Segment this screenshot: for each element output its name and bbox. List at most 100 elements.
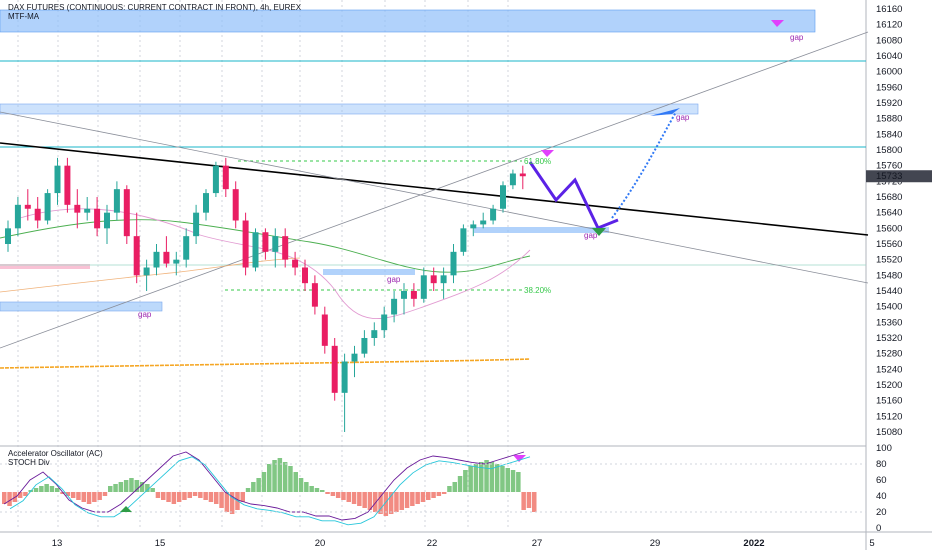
ac-bar xyxy=(516,472,521,492)
channel-line-lower xyxy=(0,111,869,284)
channel-line-upper xyxy=(0,31,869,349)
ac-bar xyxy=(532,492,537,512)
candle-body xyxy=(94,208,101,229)
ac-bar xyxy=(410,492,415,506)
ac-bar xyxy=(500,466,505,492)
ac-bar xyxy=(97,492,102,500)
candle-body xyxy=(490,208,497,221)
price-tick-label: 16000 xyxy=(876,67,902,78)
candle-body xyxy=(509,173,516,186)
candle-body xyxy=(519,173,526,177)
ac-bar xyxy=(404,492,410,508)
ac-bar xyxy=(335,492,341,498)
ac-bar xyxy=(102,492,108,496)
ac-bar xyxy=(309,486,314,492)
price-tick-label: 15520 xyxy=(876,255,902,266)
candle-body xyxy=(252,232,259,268)
time-tick-label: 13 xyxy=(52,538,63,549)
time-tick-label: 2022 xyxy=(743,538,764,549)
ac-bar xyxy=(267,464,272,492)
candle-body xyxy=(440,275,447,284)
price-tick-label: 16080 xyxy=(876,35,902,46)
downtrend-line xyxy=(0,142,869,236)
candle-body xyxy=(84,208,91,213)
candle-body xyxy=(143,267,150,276)
ac-bar xyxy=(17,492,23,498)
ac-bar xyxy=(373,492,378,512)
target-arrow-path xyxy=(611,111,677,219)
ac-bar xyxy=(505,468,510,492)
price-tick-label: 15160 xyxy=(876,396,902,407)
projection-path xyxy=(528,161,619,230)
ac-bar xyxy=(452,482,457,492)
gap-zone-top xyxy=(0,9,816,33)
candle-body xyxy=(500,185,506,209)
ac-bar xyxy=(494,464,500,492)
ac-bar xyxy=(166,492,171,502)
oscillator-subtitle: STOCH Div xyxy=(8,458,50,467)
price-tick-label: 15840 xyxy=(876,129,902,140)
ac-bar xyxy=(298,478,304,492)
gap-zone-mid xyxy=(323,269,415,275)
ac-bar xyxy=(155,492,161,498)
ac-bar xyxy=(171,492,177,504)
pink-zone xyxy=(0,264,90,269)
ac-bar xyxy=(457,476,463,492)
ma-orange xyxy=(0,358,531,369)
axes: 16160 16120 16080 16040 16000 15960 15920 15880… xyxy=(52,4,932,549)
ac-bar xyxy=(479,462,484,492)
ac-bar xyxy=(282,462,288,492)
ac-bar xyxy=(76,492,81,500)
time-tick-label: 20 xyxy=(315,538,326,549)
ac-bar xyxy=(224,492,230,512)
candle-body xyxy=(450,251,457,276)
target-arrowhead xyxy=(650,108,680,116)
ac-bar xyxy=(383,492,389,516)
gap-label: gap xyxy=(676,113,690,122)
ac-bar xyxy=(436,492,442,496)
ac-bar xyxy=(346,492,351,502)
price-tick-label: 16160 xyxy=(876,4,902,15)
price-tick-label: 15920 xyxy=(876,98,902,109)
gap-zone-left xyxy=(0,301,163,312)
ac-bar xyxy=(123,480,129,492)
green-marker xyxy=(592,228,606,236)
ac-bar xyxy=(70,492,76,498)
candle-body xyxy=(222,165,229,190)
time-tick-label: 15 xyxy=(155,538,166,549)
candle-body xyxy=(302,267,308,284)
ac-bar xyxy=(60,492,65,494)
ac-bar xyxy=(521,492,526,510)
ac-bar xyxy=(86,492,92,504)
candle-body xyxy=(272,236,279,252)
osc-tick-label: 40 xyxy=(876,491,887,502)
ac-bar xyxy=(277,458,283,492)
candle-body xyxy=(311,283,318,307)
ac-bar xyxy=(510,470,516,492)
stoch-k xyxy=(3,451,525,521)
ma-step xyxy=(0,257,301,293)
candle-body xyxy=(64,165,71,205)
ac-bar xyxy=(182,492,187,500)
last-price-label: 15733 xyxy=(876,171,902,182)
price-tick-label: 15680 xyxy=(876,192,902,203)
last-price-tag xyxy=(866,170,932,183)
ac-bar xyxy=(473,464,479,492)
ac-bar xyxy=(351,492,357,504)
time-tick-label: 27 xyxy=(532,538,543,549)
ac-bar xyxy=(463,470,468,492)
candle-body xyxy=(341,361,348,393)
ac-bar xyxy=(208,492,214,502)
ac-bar xyxy=(150,488,155,492)
candle-body xyxy=(391,298,398,315)
candle-body xyxy=(292,259,299,268)
candle-body xyxy=(123,189,130,237)
price-tick-label: 16040 xyxy=(876,51,902,62)
ac-bar xyxy=(394,492,399,512)
candle-body xyxy=(104,212,110,229)
candle-body xyxy=(282,236,289,260)
ac-bar xyxy=(187,492,192,498)
candle-body xyxy=(173,259,180,264)
